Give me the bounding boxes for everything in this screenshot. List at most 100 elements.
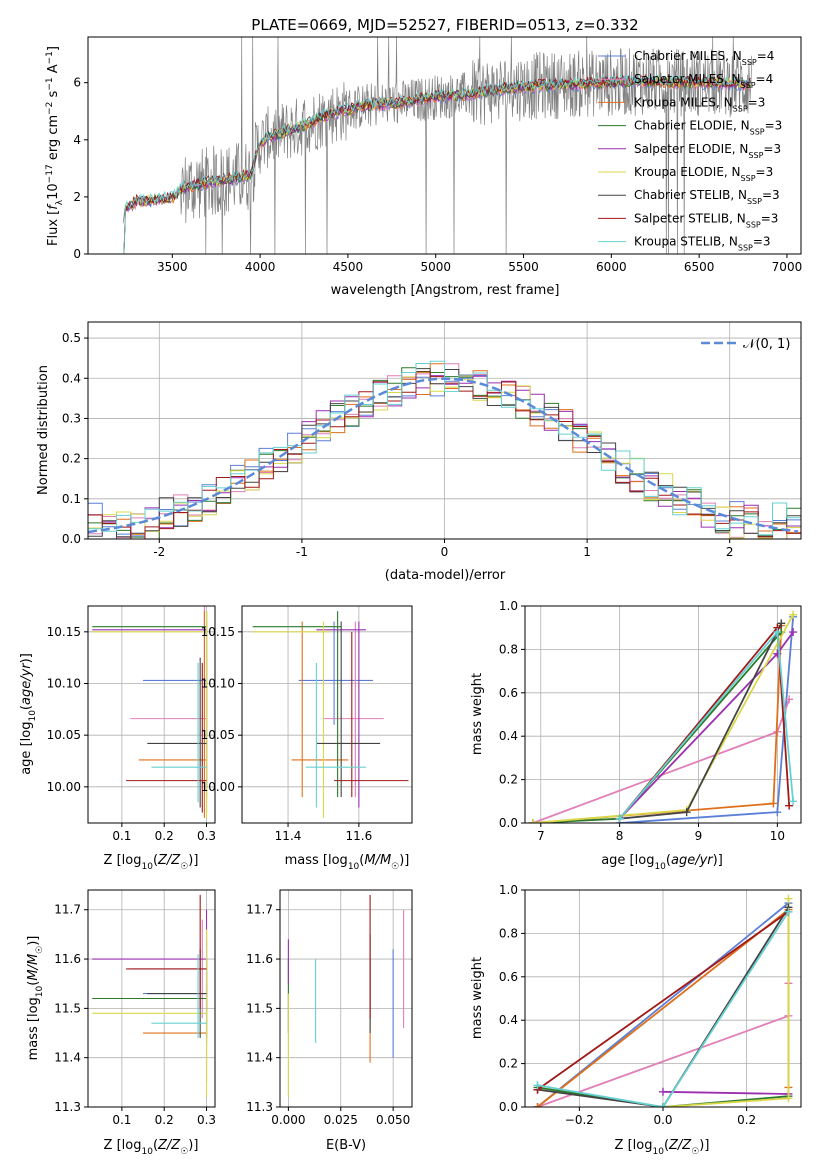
legend-label-tail: =3 [756,165,774,179]
legend-label-tail: =3 [748,95,766,109]
legend-label-sub: SSP [750,127,765,136]
mass-vs-metallicity-panel: 0.1 0.2 0.311.311.411.511.611.7Z [log10(Z/… [26,889,216,1157]
legend-label-sub: SSP [738,243,753,252]
legend-label-text: Kroupa STELIB, N [634,235,738,249]
legend-label-tail: =4 [757,49,775,63]
x-axis-label: Z [log10(Z/Z☉)] [104,1138,199,1157]
legend-label: Chabrier STELIB, NSSP=3 [634,188,780,206]
label-part: 10 [35,985,45,997]
x-tick-label: 6000 [596,260,627,274]
y-tick-label: 0.0 [62,532,81,546]
y-tick-label: 11.4 [54,1051,81,1065]
x-axis-label: wavelength [Angstrom, rest frame] [331,283,560,298]
y-tick-label: 0.0 [499,1100,518,1114]
plus-marker [785,695,794,704]
x-tick-label: 8 [616,829,624,843]
y-tick-label: 0.2 [62,452,81,466]
model-line-chabrier-stelib [123,75,751,254]
x-axis-label: Z [log10(Z/Z☉)] [615,1138,710,1157]
legend-label: 𝒩(0, 1) [743,337,790,352]
x-axis-label: Z [log10(Z/Z☉)] [104,853,199,872]
x-tick-label: 10 [770,829,785,843]
plus-marker [528,819,537,823]
x-axis-label: mass [log10(M/M☉)] [285,853,410,872]
legend-label: Kroupa ELODIE, NSSP=3 [634,165,773,183]
plot-area [252,611,409,818]
mass-weight-vs-metallicity-panel: −0.2 0.0 0.2 0.0 0.2 0.4 0.6 0.8 1.0 Z [log10(Z/Z… [470,883,802,1157]
y-axis-label: mass weight [470,957,485,1039]
legend-label-sub: SSP [741,174,756,183]
label-part: age [log [601,853,654,868]
mass-weight-line [662,1090,789,1095]
x-tick-label: 5500 [508,260,539,274]
y-tick-label: 0.6 [499,970,518,984]
residual-histogram-panel: -2 -1 0 1 2 0.0 0.1 0.2 0.3 0.4 0.5 𝒩(0, 1) (data-mo… [36,321,802,583]
plus-marker [659,1103,667,1107]
x-tick-label: 4500 [333,260,364,274]
label-part: age [log [19,722,34,775]
label-part: age/yr [19,662,34,705]
legend-label: Chabrier MILES, NSSP=4 [634,49,774,67]
data-spectrum-line [122,37,753,254]
y-tick-label: 0.1 [62,492,81,506]
legend-label-text: Chabrier STELIB, N [634,188,747,202]
y-tick-label: 10.00 [201,780,235,794]
plus-marker [615,814,624,823]
legend-label-sub: SSP [733,104,748,113]
y-axis-label: Flux [fλ10−17 erg cm−2 s−1 A−1] [45,46,65,246]
y-tick-label: 0.2 [499,1057,518,1071]
plus-marker [659,1087,667,1096]
label-part: 10 [652,1147,664,1157]
axes-frame [524,605,802,824]
legend-label-text: Chabrier MILES, N [634,49,742,63]
y-axis-label: Normed distribution [36,365,51,495]
label-part: ( [664,1138,669,1153]
legend-label-text: Kroupa ELODIE, N [634,165,741,179]
plot-area [528,610,798,823]
label-part: Normed distribution [36,365,51,495]
label-part: )] [713,853,723,868]
legend-label-tail: =3 [753,235,771,249]
label-part: mass weight [470,957,485,1039]
y-tick-label: 1.0 [499,883,518,897]
mass-weight-line [618,631,794,820]
legend-label: Kroupa MILES, NSSP=3 [634,95,765,113]
x-tick-label: 7000 [772,260,803,274]
y-tick-label: 6 [73,76,81,90]
plot-area [122,37,753,254]
label-part: mass [log [26,997,41,1060]
label-part: mass weight [470,673,485,755]
plus-marker [789,610,798,619]
y-tick-label: 10.05 [201,728,235,742]
label-part: ( [26,981,41,986]
label-part: E(B-V) [326,1138,366,1153]
y-tick-label: 10.10 [201,677,235,691]
age-vs-mass-panel: 11.4 11.6 10.00 10.05 10.10 10.15 mass [log10(… [201,605,413,872]
label-part: ☉ [180,862,188,872]
label-part: ( [666,853,671,868]
plus-marker [789,797,798,806]
x-tick-label: 0.1 [112,829,131,843]
plus-marker [769,799,778,808]
y-tick-label: 11.6 [54,952,81,966]
legend-label-text: Kroupa MILES, N [634,95,733,109]
label-part: Z [log [104,1138,142,1153]
label-part: Z [log [104,853,142,868]
mass-weight-line [532,614,794,823]
label-part: A [46,64,61,77]
mass-weight-line [532,625,783,823]
axes-frame [87,889,216,1108]
label-part: f [46,203,61,210]
y-tick-label: 11.6 [246,952,273,966]
label-part: −17 [45,164,55,183]
legend-label-text: Chabrier ELODIE, N [634,119,750,133]
y-tick-label: 11.7 [246,903,273,917]
label-part: 10 [141,862,153,872]
x-tick-label: 0.025 [324,1113,358,1127]
plot-area [533,894,793,1107]
x-tick-label: 6500 [684,260,715,274]
label-part: )] [26,936,41,946]
y-tick-label: 2 [73,190,81,204]
legend-label: Salpeter MILES, NSSP=4 [634,72,773,90]
